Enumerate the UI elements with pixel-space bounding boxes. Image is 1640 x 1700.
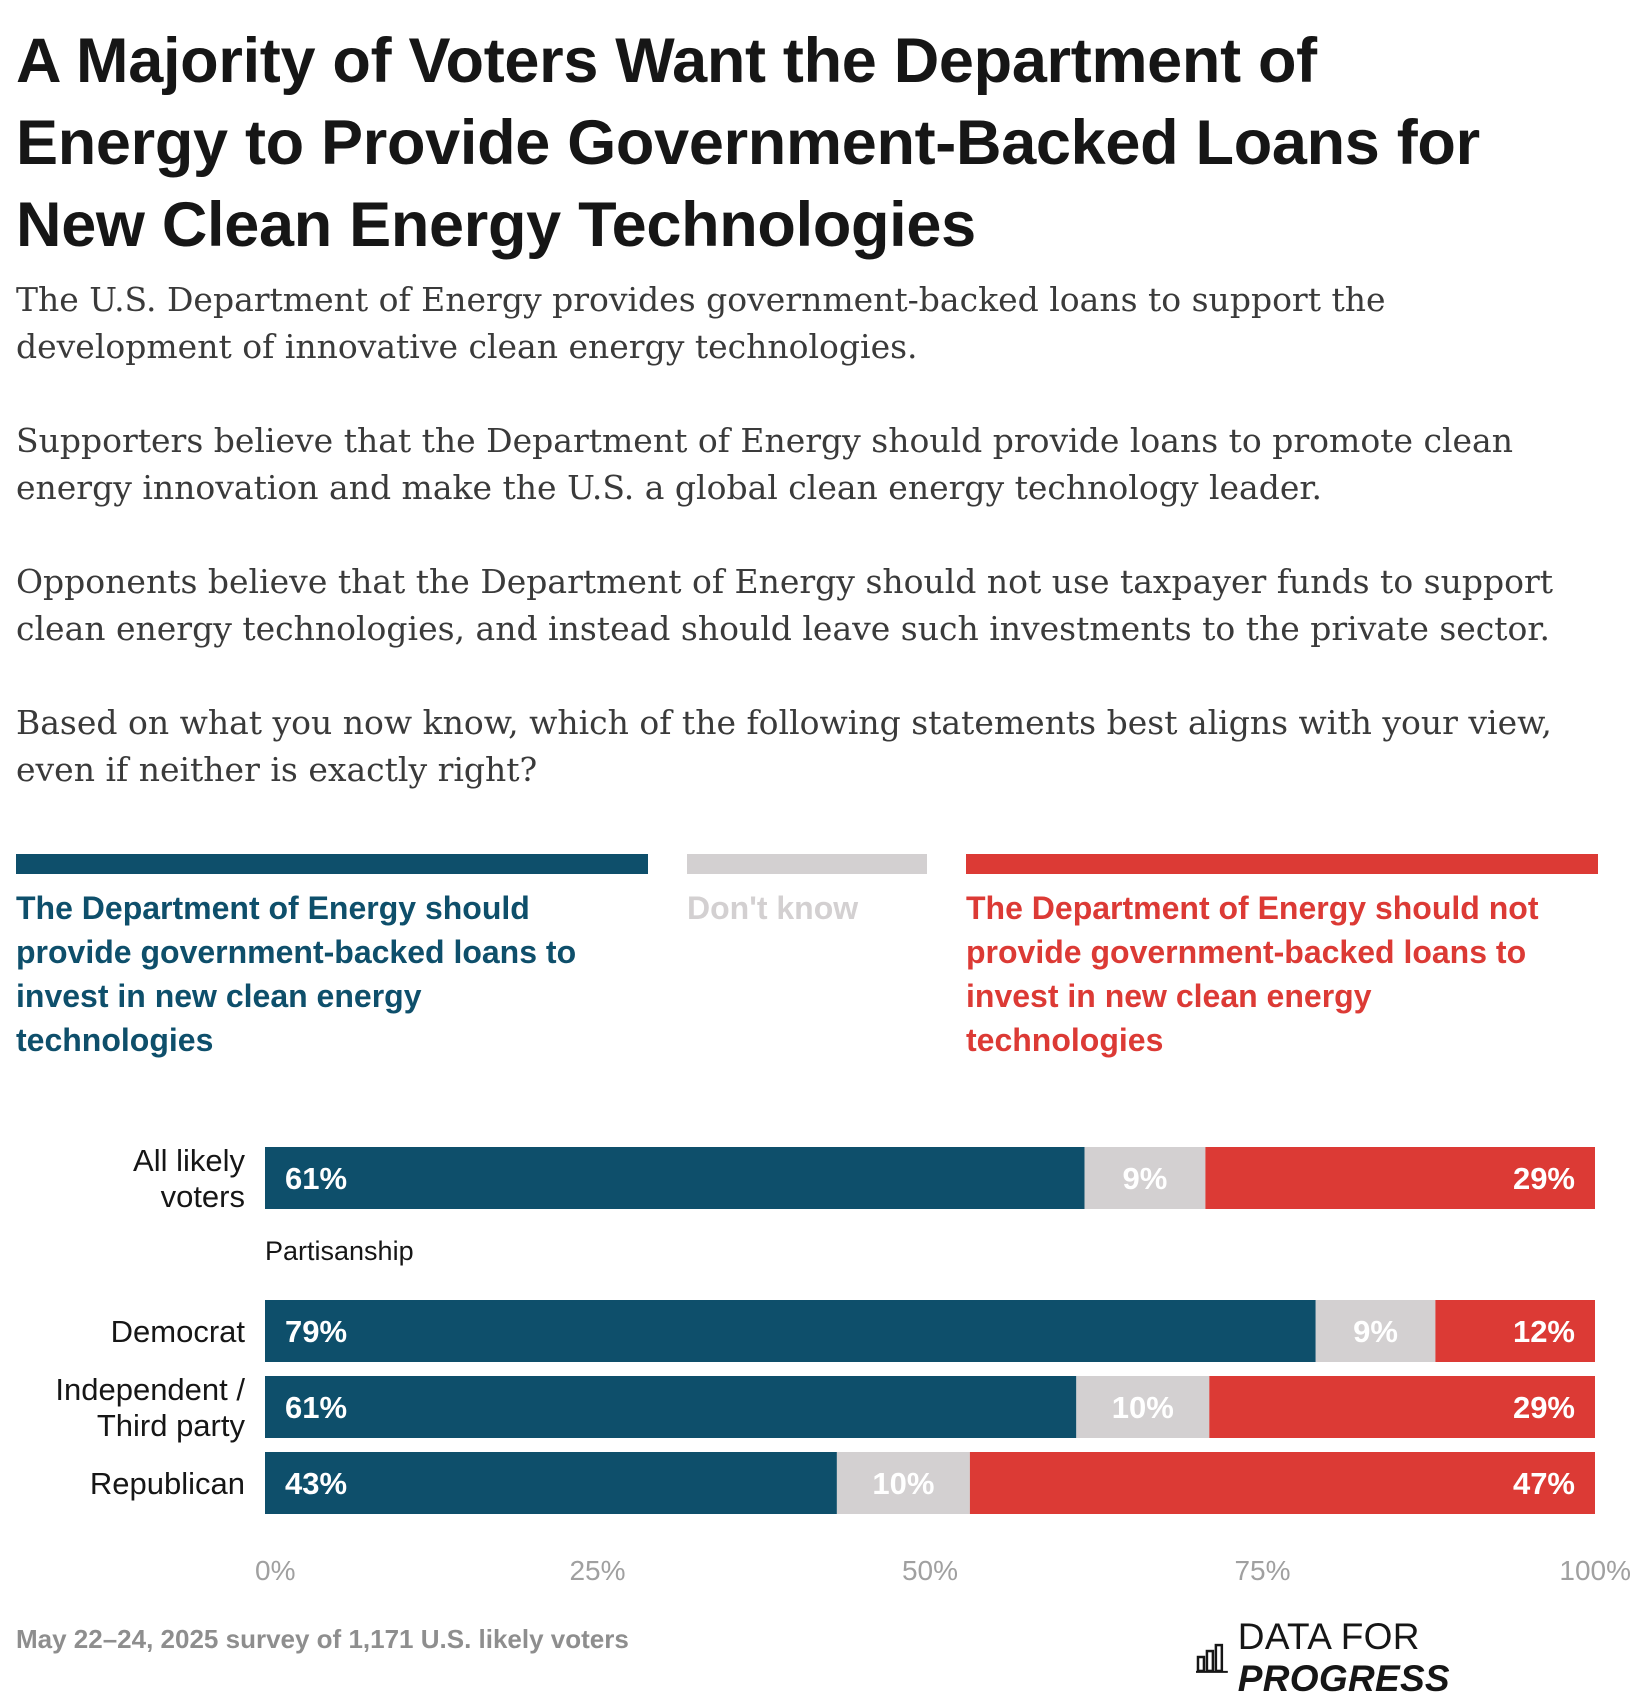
intro-line: even if neither is exactly right? bbox=[16, 750, 538, 789]
title-line: Energy to Provide Government-Backed Loan… bbox=[16, 108, 1480, 178]
bar-segment bbox=[1435, 1300, 1595, 1362]
bar-segment bbox=[265, 1452, 837, 1514]
legend-label-oppose: The Department of Energy should not prov… bbox=[966, 886, 1598, 1062]
category-label: Independent / bbox=[55, 1372, 245, 1407]
category-label: voters bbox=[161, 1179, 245, 1214]
x-tick-label: 50% bbox=[902, 1555, 958, 1586]
category-label: Democrat bbox=[111, 1314, 246, 1349]
intro-line: Supporters believe that the Department o… bbox=[16, 421, 1513, 460]
x-tick-label: 100% bbox=[1559, 1555, 1631, 1586]
data-label: 9% bbox=[1123, 1161, 1168, 1196]
data-label: 29% bbox=[1513, 1390, 1575, 1425]
intro-line: Based on what you now know, which of the… bbox=[16, 703, 1552, 742]
bar-segment bbox=[969, 1452, 1595, 1514]
legend-label-support: The Department of Energy should provide … bbox=[16, 886, 648, 1062]
x-tick-label: 25% bbox=[569, 1555, 625, 1586]
bar-segment bbox=[1209, 1376, 1595, 1438]
brand-name-bold: PROGRESS bbox=[1237, 1658, 1450, 1699]
intro-line: clean energy technologies, and instead s… bbox=[16, 609, 1551, 648]
x-tick-label: 0% bbox=[255, 1555, 295, 1586]
data-label: 43% bbox=[285, 1466, 347, 1501]
chart-title: A Majority of Voters Want the Department… bbox=[16, 20, 1616, 266]
data-label: 12% bbox=[1513, 1314, 1575, 1349]
x-tick-label: 75% bbox=[1234, 1555, 1290, 1586]
legend-item-oppose: The Department of Energy should not prov… bbox=[966, 854, 1598, 1062]
intro-paragraph: Opponents believe that the Department of… bbox=[16, 558, 1616, 652]
category-label: Republican bbox=[90, 1466, 245, 1501]
category-label: All likely bbox=[133, 1143, 245, 1178]
intro-text: The U.S. Department of Energy provides g… bbox=[16, 276, 1616, 840]
bar-segment bbox=[1205, 1147, 1595, 1209]
bar-segment bbox=[1315, 1300, 1436, 1362]
legend-item-dont-know: Don't know bbox=[687, 854, 927, 930]
data-label: 79% bbox=[285, 1314, 347, 1349]
group-label: Partisanship bbox=[265, 1236, 414, 1266]
survey-note: May 22–24, 2025 survey of 1,171 U.S. lik… bbox=[16, 1624, 629, 1654]
legend-label-line: provide government-backed loans to bbox=[966, 934, 1527, 970]
data-label: 61% bbox=[285, 1390, 347, 1425]
data-label: 47% bbox=[1513, 1466, 1575, 1501]
bar-segment bbox=[265, 1300, 1316, 1362]
legend-swatch-support bbox=[16, 854, 648, 874]
legend-label-line: The Department of Energy should not bbox=[966, 890, 1539, 926]
data-label: 10% bbox=[1112, 1390, 1174, 1425]
data-label: 61% bbox=[285, 1161, 347, 1196]
legend-label-line: provide government-backed loans to bbox=[16, 934, 577, 970]
intro-paragraph: Supporters believe that the Department o… bbox=[16, 417, 1616, 511]
bar-segment bbox=[265, 1376, 1077, 1438]
bar-segment bbox=[836, 1452, 970, 1514]
title-line: A Majority of Voters Want the Department… bbox=[16, 26, 1317, 96]
legend-label-line: technologies bbox=[966, 1022, 1164, 1058]
intro-line: The U.S. Department of Energy provides g… bbox=[16, 280, 1386, 319]
intro-paragraph: The U.S. Department of Energy provides g… bbox=[16, 276, 1616, 370]
legend-label-line: technologies bbox=[16, 1022, 214, 1058]
data-label: 10% bbox=[872, 1466, 934, 1501]
title-line: New Clean Energy Technologies bbox=[16, 190, 976, 260]
category-label: Third party bbox=[97, 1408, 246, 1443]
intro-line: development of innovative clean energy t… bbox=[16, 327, 918, 366]
brand-name: DATA FOR PROGRESS bbox=[1238, 1616, 1640, 1700]
brand-logo: DATA FOR PROGRESS bbox=[1196, 1616, 1640, 1700]
intro-line: Opponents believe that the Department of… bbox=[16, 562, 1554, 601]
bar-segment bbox=[265, 1147, 1085, 1209]
legend-label-line: invest in new clean energy bbox=[966, 978, 1372, 1014]
legend-label-dont-know: Don't know bbox=[687, 890, 859, 926]
legend-label-line: The Department of Energy should bbox=[16, 890, 530, 926]
legend-swatch-oppose bbox=[966, 854, 1598, 874]
intro-line: energy innovation and make the U.S. a gl… bbox=[16, 468, 1323, 507]
data-label: 9% bbox=[1353, 1314, 1398, 1349]
bar-chart-icon bbox=[1196, 1643, 1228, 1673]
bar-segment bbox=[1076, 1376, 1210, 1438]
data-label: 29% bbox=[1513, 1161, 1575, 1196]
legend-swatch-dont-know bbox=[687, 854, 927, 874]
intro-paragraph: Based on what you now know, which of the… bbox=[16, 699, 1616, 793]
brand-name-light: DATA FOR bbox=[1237, 1616, 1420, 1657]
legend-item-support: The Department of Energy should provide … bbox=[16, 854, 648, 1062]
legend-label-line: invest in new clean energy bbox=[16, 978, 422, 1014]
bar-segment bbox=[1084, 1147, 1206, 1209]
